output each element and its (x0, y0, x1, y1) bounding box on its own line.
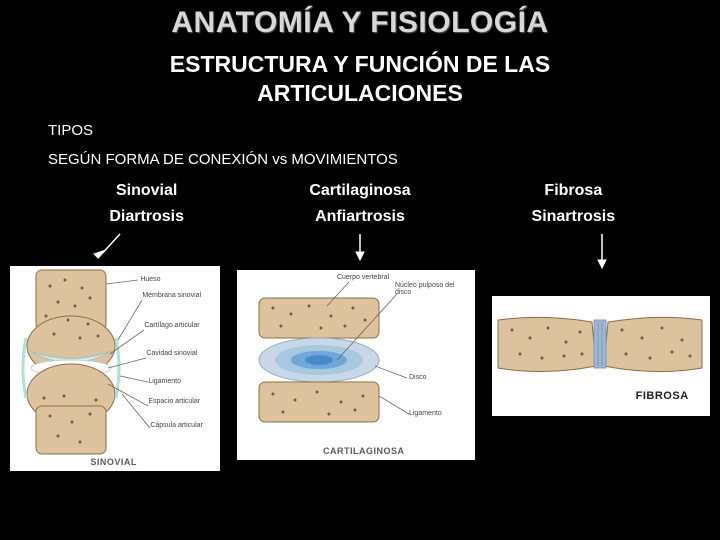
label-cavidad: Cavidad sinovial (146, 350, 197, 357)
subtitle-line1: ESTRUCTURA Y FUNCIÓN DE LAS (170, 51, 550, 77)
label-cartilago: Cartílago articular (144, 322, 199, 329)
col-top-fibrosa: Fibrosa (467, 182, 680, 200)
col-top-cartilaginosa: Cartilaginosa (253, 182, 466, 200)
arrows-row (0, 232, 720, 264)
section-tipos: TIPOS (48, 122, 720, 139)
subtitle-line2: ARTICULACIONES (257, 80, 463, 106)
label-cuerpo: Cuerpo vertebral (337, 274, 389, 281)
arrow-icon-right (594, 232, 610, 272)
col-bottom-sinartrosis: Sinartrosis (467, 208, 680, 226)
label-ligamento2: Ligamento (409, 410, 442, 417)
figure-fibrosa: FIBROSA (492, 296, 710, 416)
arrow-icon-left (90, 232, 130, 264)
fig3-caption: FIBROSA (636, 390, 689, 402)
col-bottom-anfiartrosis: Anfiartrosis (253, 208, 466, 226)
col-fibrosa: Fibrosa Sinartrosis (467, 182, 680, 226)
arrow-icon-mid (352, 232, 368, 264)
col-bottom-diartrosis: Diartrosis (40, 208, 253, 226)
col-cartilaginosa: Cartilaginosa Anfiartrosis (253, 182, 466, 226)
figure-cartilaginosa: Cuerpo vertebral Núcleo pulposo del disc… (237, 270, 475, 460)
figures-row: Hueso Membrana sinovial Cartílago articu… (0, 266, 720, 471)
page-title: ANATOMÍA Y FISIOLOGÍA (0, 0, 720, 40)
label-ligamento: Ligamento (148, 378, 181, 385)
label-espacio: Espacio articular (148, 398, 200, 405)
col-top-sinovial: Sinovial (40, 182, 253, 200)
label-hueso: Hueso (140, 276, 160, 283)
subtitle: ESTRUCTURA Y FUNCIÓN DE LAS ARTICULACION… (0, 50, 720, 108)
section-segun: SEGÚN FORMA DE CONEXIÓN vs MOVIMIENTOS (48, 151, 720, 168)
label-nucleo: Núcleo pulposo del disco (395, 282, 465, 296)
fig1-caption: SINOVIAL (90, 457, 137, 467)
fig2-caption: CARTILAGINOSA (323, 446, 405, 456)
col-sinovial: Sinovial Diartrosis (40, 182, 253, 226)
figure-sinovial: Hueso Membrana sinovial Cartílago articu… (10, 266, 220, 471)
label-capsula: Cápsula articular (150, 422, 203, 429)
label-membrana: Membrana sinovial (142, 292, 201, 299)
label-disco: Disco (409, 374, 427, 381)
columns-row: Sinovial Diartrosis Cartilaginosa Anfiar… (0, 182, 720, 226)
cartilaginosa-diagram (237, 270, 475, 460)
